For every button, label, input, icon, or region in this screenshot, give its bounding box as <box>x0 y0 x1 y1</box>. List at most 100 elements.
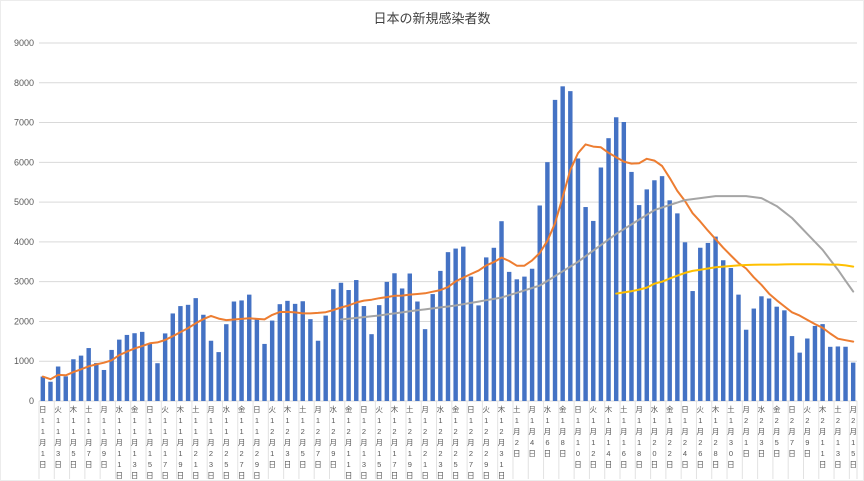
bar <box>560 86 565 401</box>
bar <box>751 308 757 401</box>
bar <box>162 333 168 401</box>
bar <box>300 301 305 401</box>
bar <box>529 268 535 401</box>
y-axis-label: 6000 <box>14 157 34 167</box>
bar <box>392 273 397 401</box>
bar <box>591 220 596 401</box>
bar <box>193 298 198 401</box>
y-axis-label: 2000 <box>14 316 34 326</box>
bar <box>224 324 229 401</box>
bar <box>774 306 779 401</box>
bar <box>346 290 351 401</box>
bar <box>415 301 420 401</box>
y-axis-label: 7000 <box>14 118 34 128</box>
bar <box>124 334 130 401</box>
bar <box>514 279 520 401</box>
bar <box>659 176 665 401</box>
bar <box>63 376 68 401</box>
bar <box>269 320 275 401</box>
bar <box>499 221 504 401</box>
bar <box>277 304 283 401</box>
bar <box>178 306 183 401</box>
bar <box>354 280 359 401</box>
y-axis-label: 1000 <box>14 356 34 366</box>
bar <box>376 305 382 401</box>
y-axis-label: 5000 <box>14 197 34 207</box>
bar <box>453 248 458 401</box>
bar <box>552 99 558 401</box>
bar <box>621 122 627 401</box>
bar <box>644 189 649 401</box>
bar <box>598 167 604 401</box>
y-axis-label: 0 <box>29 396 34 406</box>
bar <box>468 276 474 401</box>
bar <box>476 305 481 401</box>
bar <box>430 294 435 401</box>
bar <box>308 319 313 401</box>
bar <box>682 242 688 401</box>
bar <box>789 336 795 401</box>
bar <box>86 348 91 401</box>
bar <box>675 213 680 401</box>
bar <box>292 303 298 401</box>
trend-gray-line <box>340 195 855 321</box>
bar <box>782 310 787 401</box>
y-axis-label: 9000 <box>14 38 34 48</box>
bar <box>117 339 122 401</box>
bar <box>843 346 848 401</box>
bar <box>384 281 390 401</box>
bar <box>262 343 267 401</box>
bar <box>828 346 833 401</box>
bar <box>155 363 160 401</box>
bar <box>216 352 221 401</box>
bar <box>201 314 206 401</box>
bar <box>812 325 818 401</box>
bar <box>537 205 542 401</box>
bar <box>652 180 657 401</box>
bar <box>369 334 374 401</box>
bar <box>743 329 749 401</box>
bar <box>575 158 581 401</box>
bar <box>805 338 810 401</box>
trend-yellow-line <box>615 263 855 295</box>
bar <box>71 359 76 401</box>
